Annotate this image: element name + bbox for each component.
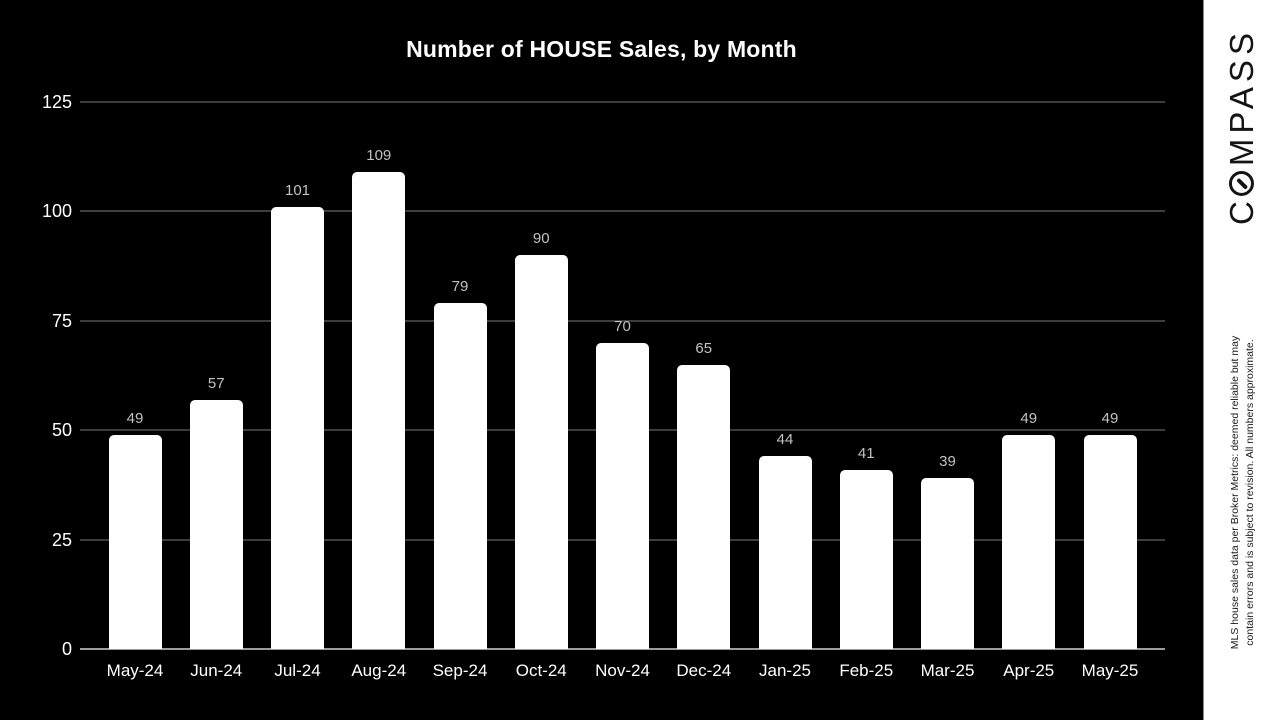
x-tick-label-nov-24: Nov-24 xyxy=(595,661,650,680)
bar-mar-25 xyxy=(921,478,974,649)
x-tick-label-jul-24: Jul-24 xyxy=(274,661,321,680)
y-tick-label-50: 50 xyxy=(51,420,72,441)
bar-sep-24 xyxy=(433,303,487,649)
bar-value-label-dec-24: 65 xyxy=(695,339,713,357)
bar-value-label-apr-25: 49 xyxy=(1020,409,1038,427)
x-tick-label-jun-24: Jun-24 xyxy=(190,661,243,680)
bar-aug-24 xyxy=(352,172,406,649)
bar-value-label-feb-25: 41 xyxy=(857,444,875,462)
bar-value-label-may-24: 49 xyxy=(126,409,144,427)
x-tick-label-jan-25: Jan-25 xyxy=(759,661,811,680)
bar-value-label-aug-24: 109 xyxy=(366,147,392,165)
bar-oct-24 xyxy=(514,255,568,649)
bar-value-label-oct-24: 90 xyxy=(532,230,550,248)
x-tick-label-feb-25: Feb-25 xyxy=(839,661,894,680)
bar-jun-24 xyxy=(189,399,243,649)
bar-value-label-may-25: 49 xyxy=(1101,409,1119,427)
y-tick-label-125: 125 xyxy=(41,92,72,112)
bar-chart: 0 25 50 75 100 125 49 May-24 57 Jun-24 101 Jul-24 1… xyxy=(41,92,1165,680)
y-tick-label-25: 25 xyxy=(51,529,72,550)
x-tick-label-oct-24: Oct-24 xyxy=(515,661,567,680)
x-tick-label-dec-24: Dec-24 xyxy=(676,661,732,680)
chart-title: Number of HOUSE Sales, by Month xyxy=(406,36,797,62)
x-axis-line xyxy=(80,648,1165,650)
x-tick-label-aug-24: Aug-24 xyxy=(351,661,407,680)
disclaimer-line-2: contain errors and is subject to revisio… xyxy=(1244,339,1256,646)
compass-logo: C MPASS xyxy=(1203,6,1280,246)
gridline-75 xyxy=(80,319,1165,322)
x-tick-label-sep-24: Sep-24 xyxy=(432,661,488,680)
bar-feb-25 xyxy=(839,469,893,649)
bar-jan-25 xyxy=(758,456,812,649)
bar-nov-24 xyxy=(596,342,649,649)
bar-value-label-jun-24: 57 xyxy=(207,374,225,392)
disclaimer: MLS house sales data per Broker Metrics:… xyxy=(1201,295,1280,690)
y-tick-label-100: 100 xyxy=(41,201,72,222)
gridline-100 xyxy=(80,210,1165,213)
bar-value-label-jan-25: 44 xyxy=(776,431,794,449)
bar-value-label-nov-24: 70 xyxy=(614,317,631,335)
disclaimer-line-1: MLS house sales data per Broker Metrics:… xyxy=(1229,335,1242,650)
bar-dec-24 xyxy=(677,364,731,649)
x-tick-label-may-25: May-25 xyxy=(1081,661,1139,680)
x-tick-label-may-24: May-24 xyxy=(106,661,164,680)
bar-value-label-sep-24: 79 xyxy=(451,278,469,296)
logo-letter-c: C xyxy=(1223,195,1260,225)
bar-apr-25 xyxy=(1002,434,1056,649)
bar-may-24 xyxy=(108,434,162,649)
y-tick-label-0: 0 xyxy=(61,639,72,659)
y-tick-label-75: 75 xyxy=(51,310,72,331)
compass-o-needle-icon xyxy=(1229,170,1254,196)
bar-value-label-jul-24: 101 xyxy=(284,182,311,200)
x-tick-label-mar-25: Mar-25 xyxy=(920,661,975,680)
logo-letters-mpass: MPASS xyxy=(1223,27,1260,166)
branding-side-panel xyxy=(1203,0,1280,720)
bar-may-25 xyxy=(1083,434,1137,649)
bar-jul-24 xyxy=(271,207,324,649)
bar-value-label-mar-25: 39 xyxy=(939,453,956,471)
gridline-125 xyxy=(80,101,1165,103)
x-tick-label-apr-25: Apr-25 xyxy=(1003,661,1055,680)
